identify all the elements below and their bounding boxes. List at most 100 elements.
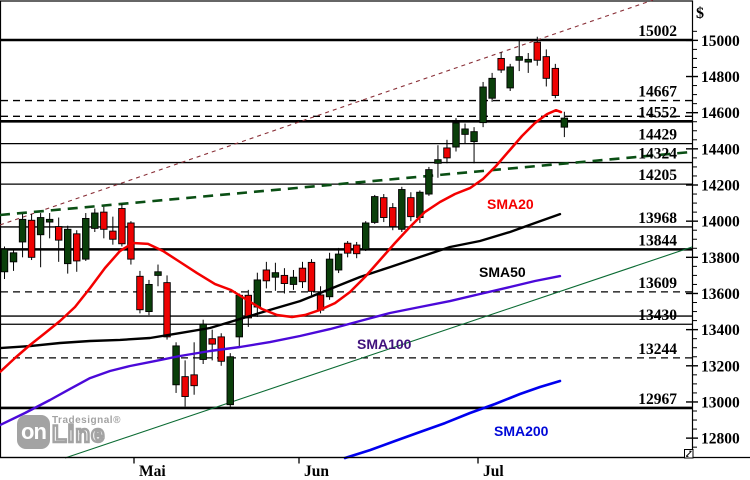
candlestick [226, 353, 234, 409]
candlestick [154, 264, 162, 287]
logo-wordmark: Tradesignal® Line [51, 415, 121, 448]
candle-body-up [488, 77, 496, 99]
x-axis-label-Mai: Mai [139, 463, 166, 480]
y-axis-label-13600: 13600 [701, 286, 740, 303]
candle-body-up [398, 189, 406, 230]
candlestick [109, 216, 117, 245]
candlesticks [0, 36, 569, 409]
trendline-support-thin-green [64, 246, 693, 459]
x-axis-label-Jul: Jul [483, 463, 504, 480]
candle-body-down [54, 226, 63, 241]
candle-body-down [497, 57, 505, 71]
candle-body-up [371, 196, 379, 223]
candlestick [91, 208, 99, 233]
candle-body-up [362, 222, 370, 250]
candlestick [0, 246, 9, 280]
level-label-14429: 14429 [638, 127, 677, 144]
tradesignal-online-logo: on Tradesignal® Line [17, 415, 121, 449]
candlestick [45, 213, 54, 239]
candle-body-up [334, 253, 343, 271]
level-label-13609: 13609 [638, 275, 677, 292]
level-label-15002: 15002 [638, 23, 677, 40]
candle-body-down [280, 274, 289, 284]
candle-body-up [36, 217, 45, 236]
candlestick [371, 194, 379, 224]
candlestick [407, 192, 415, 222]
candlestick [54, 217, 63, 262]
candlestick [253, 272, 262, 317]
candlestick [398, 186, 406, 233]
candlestick [343, 241, 352, 258]
resize-handle[interactable] [684, 449, 694, 459]
candlestick [208, 329, 216, 361]
level-label-12967: 12967 [638, 391, 677, 408]
candlestick [280, 268, 289, 294]
candlestick [515, 39, 523, 72]
logo-on-text: on [21, 419, 47, 444]
level-label-14552: 14552 [638, 104, 677, 121]
candlestick [380, 194, 388, 223]
candle-body-up [425, 169, 433, 195]
candle-body-down [352, 244, 361, 255]
candle-body-down [389, 207, 397, 228]
candlestick [199, 319, 207, 364]
candle-body-down [551, 67, 560, 96]
candlestick [118, 203, 126, 247]
candlestick [352, 241, 361, 259]
candlestick [524, 53, 532, 73]
candlestick [461, 123, 469, 144]
candle-body-up [64, 228, 72, 265]
candlestick [488, 72, 496, 102]
candle-body-up [9, 252, 18, 263]
candlestick [73, 230, 81, 272]
candle-body-down [443, 147, 451, 159]
candlestick [425, 166, 433, 196]
candlestick [362, 221, 370, 251]
level-label-13244: 13244 [638, 341, 677, 358]
candle-body-up [325, 258, 334, 298]
candle-body-down [407, 197, 415, 218]
candle-body-down [542, 56, 550, 79]
candlestick [470, 127, 478, 164]
candle-body-down [27, 219, 36, 258]
candle-body-up [18, 218, 27, 243]
candle-body-down [262, 269, 271, 282]
candle-body-down [380, 197, 388, 218]
candle-body-up [45, 218, 54, 223]
candlestick [533, 36, 541, 66]
candlestick [64, 225, 72, 274]
candlestick [325, 252, 334, 300]
currency-symbol: $ [696, 5, 704, 22]
candlestick [172, 342, 180, 393]
candle-body-up [452, 122, 460, 148]
candle-body-up [560, 117, 569, 128]
candlestick [560, 111, 569, 138]
candle-body-down [163, 282, 171, 338]
candlestick [163, 275, 171, 340]
candlestick [262, 261, 271, 289]
candle-body-up [470, 131, 478, 143]
candle-body-down [109, 230, 117, 240]
candlestick [9, 249, 18, 271]
sma100-line [0, 274, 562, 427]
candlestick [190, 342, 198, 395]
candlestick [497, 51, 505, 73]
x-axis: Mai Jun Jul [0, 456, 750, 480]
y-axis-label-14800: 14800 [701, 69, 740, 86]
y-axis-label-15000: 15000 [701, 33, 740, 50]
candlestick [479, 81, 487, 128]
candle-body-up [235, 294, 243, 338]
sma50-line [0, 212, 562, 350]
candlestick [443, 139, 451, 164]
candlestick [551, 63, 560, 99]
sma200-line [343, 379, 562, 460]
resize-handle-diagonal [685, 450, 692, 457]
candle-body-down [307, 261, 316, 292]
candlestick [289, 269, 298, 290]
candlestick [18, 213, 27, 258]
candlestick [298, 261, 307, 289]
y-axis-label-13000: 13000 [701, 394, 740, 411]
x-axis-label-Jun: Jun [304, 463, 329, 480]
logo-brand-text: Tradesignal® [52, 415, 121, 426]
candlestick [27, 213, 36, 261]
